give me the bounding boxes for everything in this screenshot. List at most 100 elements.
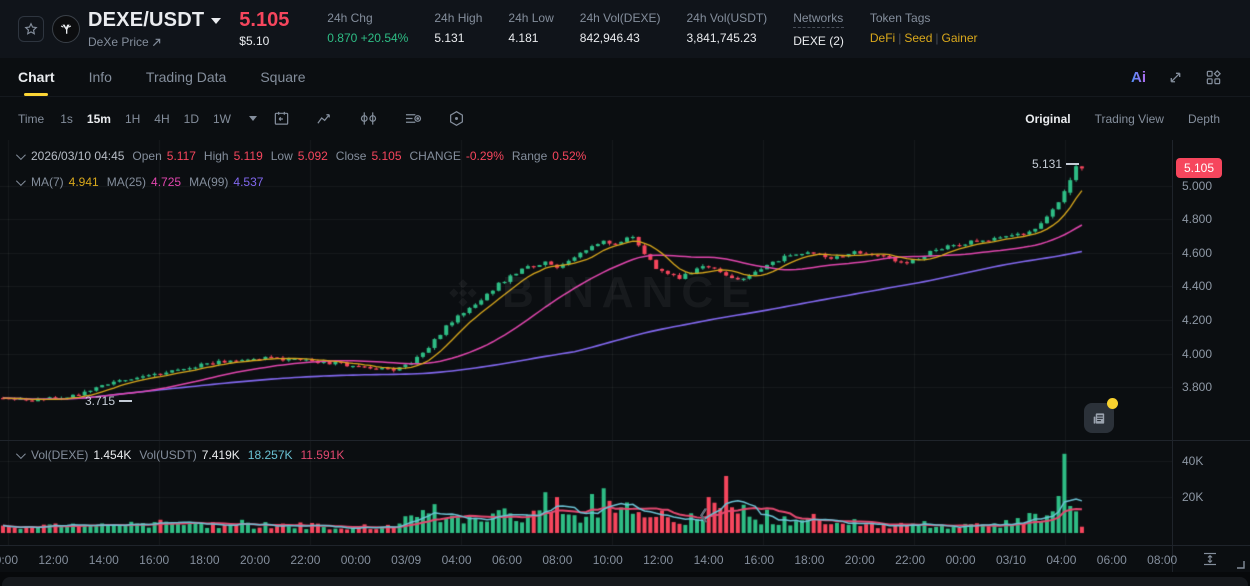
tab-square[interactable]: Square	[260, 69, 306, 85]
time-tick: 06:00	[491, 553, 523, 567]
vol-ma-fast-value: 18.257K	[247, 448, 293, 462]
time-tick: 18:00	[189, 553, 220, 567]
last-price: 5.105	[239, 9, 290, 31]
resize-corner-handle[interactable]	[1236, 560, 1245, 569]
volume-legend: Vol(DEXE) 1.454K Vol(USDT) 7.419K 18.257K …	[15, 448, 344, 462]
time-tick: 04:00	[1046, 553, 1077, 567]
widgets-grid-icon[interactable]	[1205, 69, 1222, 86]
tag-defi[interactable]: DeFi	[869, 30, 896, 45]
time-tick: 03/09	[391, 553, 422, 567]
time-tick: 08:00	[542, 553, 573, 567]
interval-1d[interactable]: 1D	[183, 111, 199, 126]
tab-chart[interactable]: Chart	[18, 58, 55, 96]
main-tabs: Chart Info Trading Data Square Ai	[0, 58, 1250, 97]
dexe-token-logo-icon	[52, 15, 80, 43]
tab-trading-data[interactable]: Trading Data	[145, 69, 227, 85]
ohlc-close: 5.105	[371, 149, 402, 163]
price-axis[interactable]: 5.105 5.000 4.800 4.600 4.400 4.200 4.000 3.80…	[1173, 140, 1250, 545]
price-tick: 4.000	[1182, 346, 1213, 361]
display-settings-icon[interactable]	[404, 111, 422, 126]
ma99-value: 4.537	[233, 175, 264, 189]
candle-datetime: 2026/03/10 04:45	[31, 149, 125, 163]
date-range-icon[interactable]	[273, 110, 290, 127]
pane-divider[interactable]	[0, 440, 1250, 441]
chart-style-icon[interactable]	[316, 110, 333, 127]
interval-1h[interactable]: 1H	[124, 111, 141, 126]
networks-tooltip-label[interactable]: Networks	[793, 11, 844, 28]
price-tick: 4.800	[1182, 212, 1213, 227]
time-tick: 20:00	[239, 553, 271, 567]
collapse-ma-icon[interactable]	[15, 175, 26, 186]
time-label: Time	[18, 111, 45, 126]
price-scale-reset-icon[interactable]	[1201, 550, 1219, 568]
chevron-down-icon	[211, 17, 222, 24]
price-tick: 4.400	[1182, 279, 1213, 294]
24h-stats: 24h Chg 0.870 +20.54% 24h High 5.131 24h…	[327, 11, 977, 48]
stat-24h-vol-quote: 24h Vol(USDT) 3,841,745.23	[686, 10, 768, 45]
marker-dash	[1066, 163, 1080, 165]
pane-collapse-chevron-icon[interactable]: ❮	[698, 506, 710, 522]
tag-gainer[interactable]: Gainer	[941, 30, 978, 45]
interval-4h[interactable]: 4H	[154, 111, 170, 126]
stat-token-tags: Token Tags DeFi | Seed | Gainer	[869, 10, 978, 45]
interval-dropdown-caret[interactable]	[248, 116, 257, 121]
interval-1s[interactable]: 1s	[60, 111, 73, 126]
time-tick: 20:00	[844, 553, 875, 567]
chart-settings-icon[interactable]	[448, 110, 465, 127]
pair-selector[interactable]: DEXE/USDT	[88, 9, 222, 32]
time-tick: 12:00	[643, 553, 674, 567]
ohlc-low: 5.092	[297, 149, 328, 163]
token-price-link[interactable]: DeXe Price	[88, 35, 221, 49]
time-axis[interactable]: 10:00 12:00 14:00 16:00 18:00 20:00 22:00 00:00…	[0, 545, 1250, 572]
price-tick: 4.200	[1182, 313, 1213, 327]
time-tick: 10:00	[0, 553, 19, 567]
news-feed-button[interactable]	[1084, 398, 1118, 433]
tag-seed[interactable]: Seed	[904, 30, 933, 45]
stat-24h-change: 24h Chg 0.870 +20.54%	[327, 10, 409, 45]
fullscreen-expand-icon[interactable]	[1168, 70, 1183, 85]
indicators-icon[interactable]	[359, 111, 378, 126]
time-tick: 16:00	[743, 553, 775, 567]
ma25-value: 4.725	[151, 175, 182, 189]
view-depth[interactable]: Depth	[1187, 111, 1220, 126]
tab-info[interactable]: Info	[88, 69, 112, 85]
price-tick: 3.800	[1182, 380, 1213, 394]
time-tick: 08:00	[1147, 553, 1178, 567]
ohlc-range: 0.52%	[552, 149, 587, 163]
ma7-value: 4.941	[68, 175, 99, 189]
marker-dash	[119, 400, 133, 402]
time-tick: 16:00	[139, 553, 170, 567]
last-price-usd: $5.10	[239, 34, 270, 48]
stat-24h-high: 24h High 5.131	[434, 10, 483, 45]
view-original[interactable]: Original	[1025, 111, 1071, 126]
interval-15m[interactable]: 15m	[86, 111, 111, 126]
external-link-icon	[152, 38, 161, 47]
time-tick: 00:00	[945, 553, 976, 567]
vol-usdt-value: 7.419K	[201, 448, 240, 462]
high-price-marker: 5.131	[1032, 157, 1080, 171]
candlestick-chart-canvas[interactable]	[0, 140, 1172, 545]
time-tick: 22:00	[290, 553, 321, 567]
collapse-ohlc-icon[interactable]	[15, 149, 26, 160]
price-tick: 5.000	[1182, 178, 1213, 193]
ma-legend: MA(7) 4.941 MA(25) 4.725 MA(99) 4.537	[15, 175, 264, 189]
token-price-link-label: DeXe Price	[88, 35, 149, 49]
axis-corner-divider	[1172, 546, 1173, 572]
stat-24h-vol-base: 24h Vol(DEXE) 842,946.43	[579, 10, 661, 45]
time-tick: 22:00	[895, 553, 926, 567]
volume-tick: 20K	[1182, 490, 1204, 504]
ohlc-open: 5.117	[166, 149, 196, 163]
ai-analysis-icon[interactable]: Ai	[1131, 68, 1146, 86]
price-tick: 4.600	[1182, 245, 1213, 260]
pair-header: DEXE/USDT DeXe Price 5.105 $5.10 24h Chg…	[0, 0, 1250, 58]
ohlc-legend: 2026/03/10 04:45 Open 5.117 High 5.119 Low…	[15, 149, 587, 163]
collapse-volume-icon[interactable]	[15, 448, 26, 459]
favorite-star-button[interactable]	[18, 16, 44, 42]
pair-title: DEXE/USDT	[88, 9, 205, 31]
stat-networks: Networks DEXE (2)	[793, 10, 844, 48]
volume-tick: 40K	[1182, 454, 1204, 468]
interval-1w[interactable]: 1W	[212, 111, 231, 126]
view-tradingview[interactable]: Trading View	[1094, 111, 1164, 126]
vol-dexe-value: 1.454K	[93, 448, 132, 462]
